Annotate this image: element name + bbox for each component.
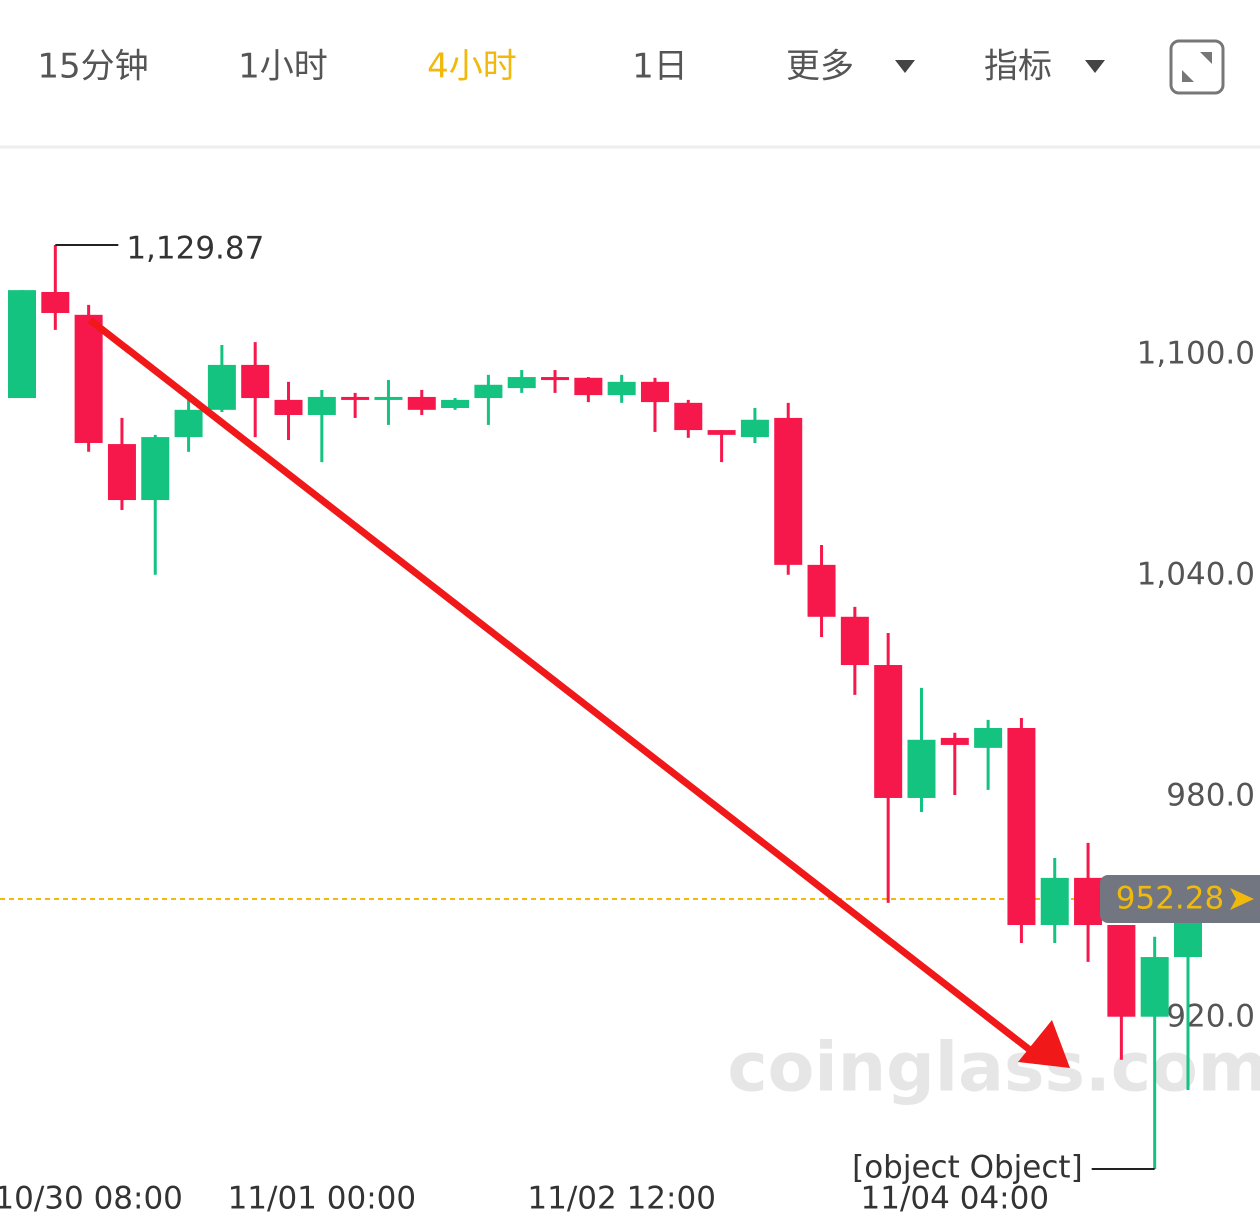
expand-frame — [1169, 39, 1225, 95]
candle-body — [740, 419, 769, 438]
expand-icon — [1182, 52, 1212, 82]
candle-body — [8, 290, 36, 399]
candle-body — [1074, 877, 1103, 926]
tab[interactable]: 15分钟 — [37, 47, 148, 87]
candle-body — [574, 377, 603, 396]
candle-body — [974, 727, 1003, 748]
y-tick-label: 980.0 — [1166, 777, 1255, 813]
expand-button[interactable] — [1169, 39, 1225, 95]
candle-body — [674, 402, 703, 431]
candle-body — [407, 396, 436, 410]
max-label: 1,129.87 — [126, 230, 264, 266]
candle-body — [441, 399, 470, 408]
candle-body — [874, 665, 903, 798]
candle-body — [307, 396, 336, 415]
candle-body — [907, 739, 936, 798]
candle-body — [840, 616, 869, 666]
candle-body — [41, 291, 70, 313]
candle-body — [374, 396, 403, 400]
x-tick-label: 11/01 00:00 — [228, 1181, 417, 1217]
x-tick-label: 10/30 08:00 — [0, 1181, 183, 1217]
arrow-shaft — [87, 317, 1033, 1053]
candle-body — [107, 444, 136, 501]
last-price-arrow — [1230, 887, 1254, 910]
candle-body — [474, 384, 503, 399]
y-tick-label: 920.0 — [1166, 998, 1255, 1034]
candle-body — [541, 377, 570, 381]
tab-dropdown[interactable]: 更多 — [786, 47, 854, 87]
last-price-label: 952.28 — [1116, 880, 1224, 916]
candle-body — [1040, 877, 1069, 926]
tab[interactable]: 1小时 — [238, 47, 328, 87]
candle-body — [1140, 957, 1169, 1017]
y-tick-label: 1,100.0 — [1137, 335, 1255, 371]
candle-body — [141, 437, 170, 501]
last-price-tag — [1100, 874, 1260, 923]
candle-body — [1007, 727, 1036, 926]
candle-body — [640, 381, 669, 403]
candle-body — [1107, 925, 1136, 1017]
x-tick-label: 11/04 04:00 — [861, 1181, 1050, 1217]
candle-body — [707, 430, 736, 435]
arrow-head — [1018, 1020, 1070, 1068]
watermark: coinglass.com — [727, 1029, 1260, 1108]
candle-body — [807, 564, 836, 617]
candle-body — [174, 409, 203, 438]
trend-arrow — [87, 317, 1070, 1068]
candle-body — [940, 737, 969, 745]
min-label: [object Object] — [852, 1149, 1083, 1185]
candle-body — [507, 377, 536, 389]
candle-body — [341, 396, 370, 400]
candle-body — [207, 364, 236, 410]
y-tick-label: 1,040.0 — [1137, 556, 1255, 592]
tab-dropdown[interactable]: 指标 — [984, 47, 1052, 87]
candle-body — [74, 314, 103, 443]
candle-body — [607, 381, 636, 396]
candle-body — [774, 417, 803, 565]
dropdown-caret — [895, 60, 915, 73]
tab[interactable]: 1日 — [632, 47, 688, 87]
dropdown-caret — [1085, 60, 1105, 73]
tab-active[interactable]: 4小时 — [427, 47, 517, 87]
x-tick-label: 11/02 12:00 — [527, 1181, 716, 1217]
candle-body — [241, 364, 270, 399]
candle-body — [274, 399, 303, 415]
